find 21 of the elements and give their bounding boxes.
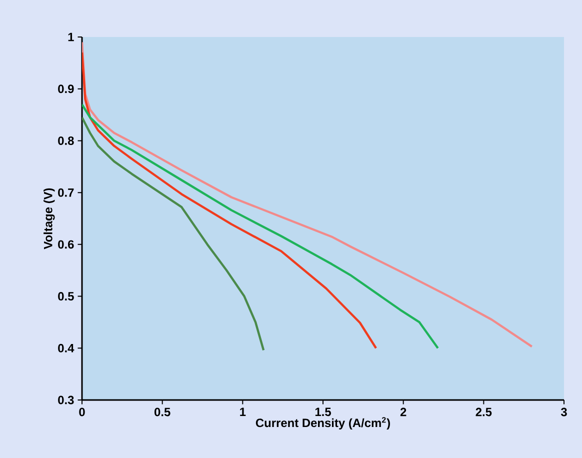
y-tick-label: 0.8: [58, 136, 74, 145]
line-series: [82, 51, 378, 350]
x-tick-label: 2: [400, 408, 406, 416]
y-tick-label: 0.9: [58, 84, 74, 94]
line-series: [82, 41, 533, 348]
x-tick-label: 1.5: [315, 408, 331, 416]
x-tick-label: 2.5: [476, 408, 492, 416]
y-tick-label: 1: [68, 32, 74, 42]
x-tick-label: 0.5: [154, 408, 170, 416]
y-tick-label: 0.7: [58, 188, 74, 197]
y-tick-label: 0.4: [58, 344, 74, 352]
y-tick-label: 0.6: [58, 240, 74, 249]
y-axis-title: Voltage (V): [44, 188, 55, 250]
x-tick-label: 1: [240, 408, 246, 416]
x-axis-title: Current Density (A/cm$^{2}$): [256, 417, 390, 430]
x-tick-label: 0: [79, 408, 85, 416]
line-series: [82, 116, 265, 352]
line-series: [82, 103, 439, 350]
y-tick-label: 0.5: [58, 292, 74, 301]
x-tick-label: 3: [560, 408, 567, 416]
y-tick-label: 0.3: [58, 396, 74, 404]
